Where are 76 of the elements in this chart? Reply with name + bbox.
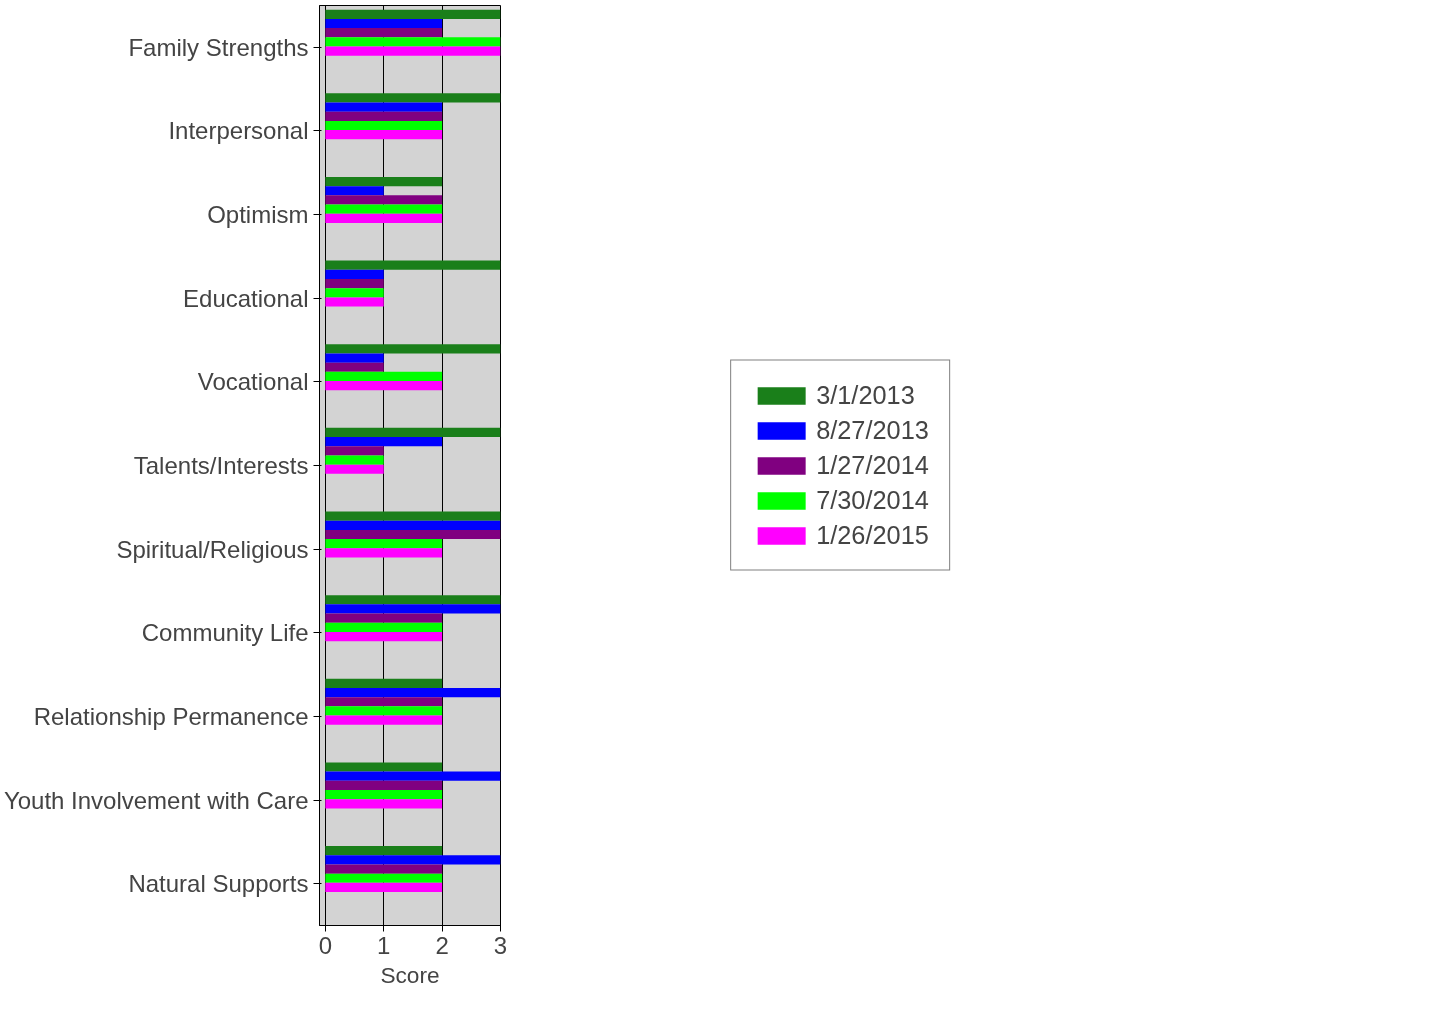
bar — [325, 873, 443, 883]
bar — [325, 213, 443, 223]
bar — [325, 186, 384, 196]
y-tick-label: Natural Supports — [128, 870, 309, 898]
bar — [325, 176, 443, 187]
bar — [325, 762, 443, 772]
bar — [325, 18, 443, 29]
bar — [325, 260, 501, 270]
y-tick-label: Talents/Interests — [133, 452, 309, 479]
y-tick-label: Spiritual/Religious — [116, 535, 309, 563]
bar — [325, 195, 443, 205]
bar — [325, 427, 501, 438]
bar — [325, 715, 443, 725]
bar — [325, 864, 443, 874]
legend-label: 1/26/2015 — [816, 520, 929, 550]
legend-label: 7/30/2014 — [816, 485, 929, 515]
bar — [325, 381, 443, 391]
bar — [325, 539, 443, 549]
bar — [325, 678, 443, 688]
bar — [325, 130, 443, 140]
bar — [325, 362, 384, 372]
bar — [325, 511, 501, 521]
bar — [325, 353, 384, 363]
y-tick-label: Youth Involvement with Care — [3, 786, 309, 814]
bar — [325, 780, 443, 791]
bar — [325, 93, 501, 103]
x-tick-label: 0 — [318, 931, 333, 959]
bar — [325, 790, 443, 800]
y-tick-label: Community Life — [141, 619, 309, 647]
bar — [325, 269, 384, 279]
y-tick-label: Family Strengths — [128, 33, 309, 61]
bar — [325, 371, 443, 382]
bar — [325, 706, 443, 716]
bar — [325, 111, 443, 121]
legend-label: 8/27/2013 — [816, 415, 929, 445]
bar — [325, 882, 443, 893]
bar — [325, 288, 384, 298]
y-tick-label: Relationship Permanence — [33, 702, 309, 730]
x-tick-label: 3 — [493, 931, 508, 959]
bar — [325, 464, 384, 474]
bar — [325, 846, 443, 856]
bar — [325, 9, 501, 19]
bar — [325, 548, 443, 558]
bar — [325, 120, 443, 131]
bar — [325, 613, 443, 623]
y-tick-label: Interpersonal — [168, 117, 309, 145]
x-axis-title: Score — [380, 961, 440, 988]
bar — [325, 855, 501, 865]
bar — [325, 297, 384, 307]
bar — [325, 595, 501, 605]
bar — [325, 687, 501, 698]
bar — [325, 520, 501, 530]
y-tick-label: Vocational — [197, 368, 309, 396]
x-tick-label: 1 — [377, 931, 391, 959]
bar — [325, 28, 443, 38]
bar — [325, 446, 384, 456]
bar — [325, 604, 501, 614]
x-tick-label: 2 — [435, 931, 449, 959]
bar — [325, 455, 384, 465]
legend-label: 3/1/2013 — [816, 380, 915, 410]
bar — [325, 697, 443, 707]
bar — [325, 631, 443, 642]
y-tick-label: Optimism — [207, 201, 309, 229]
bar — [325, 46, 501, 56]
bar — [325, 204, 443, 214]
legend-label: 1/27/2014 — [816, 450, 929, 480]
bar — [325, 799, 443, 809]
bar — [325, 529, 501, 540]
bar — [325, 771, 501, 781]
bar — [325, 622, 443, 632]
bar — [325, 278, 384, 289]
bar — [325, 102, 443, 112]
bar — [325, 37, 501, 47]
bar — [325, 437, 443, 447]
y-tick-label: Educational — [183, 284, 309, 312]
bar — [325, 344, 501, 354]
